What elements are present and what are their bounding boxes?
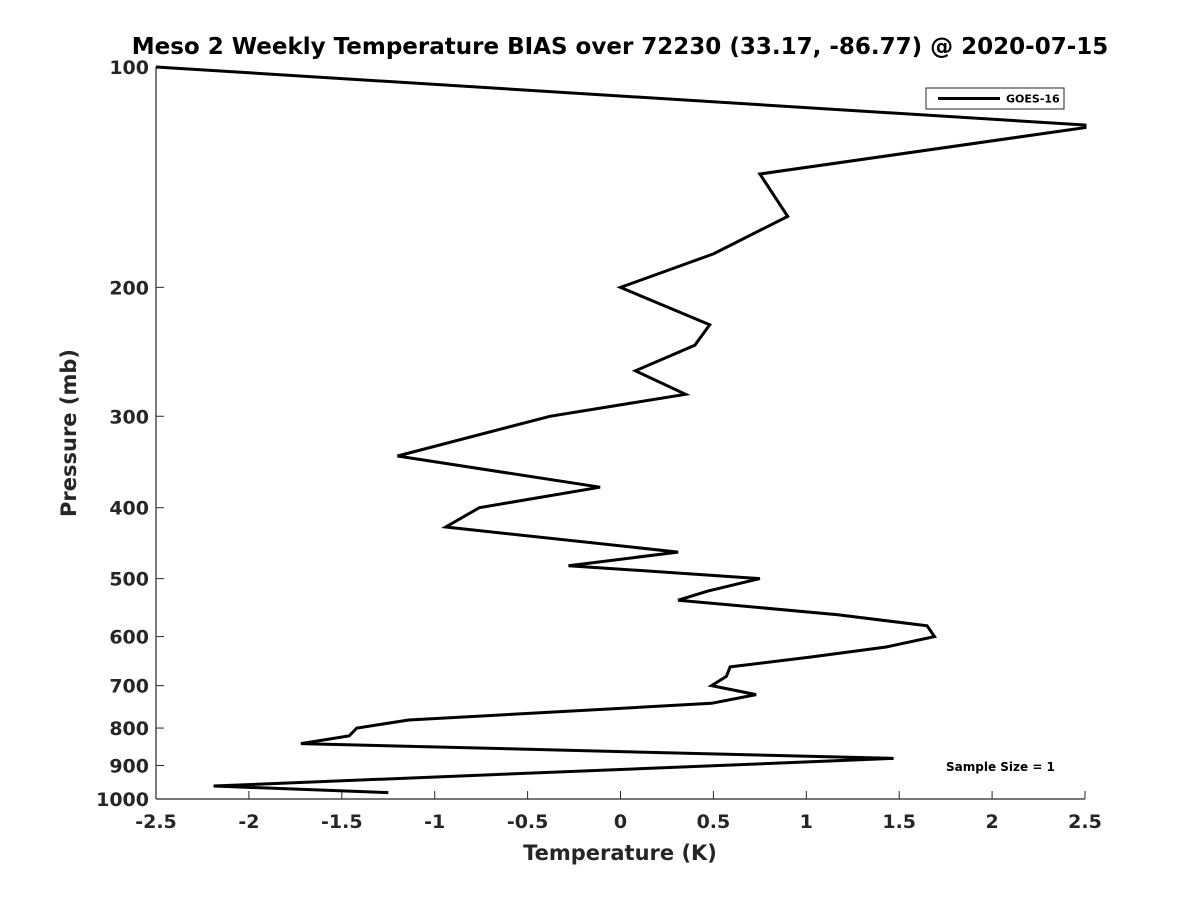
legend: GOES-16 — [925, 87, 1065, 110]
x-tick-label: 0 — [614, 811, 627, 833]
x-tick-label: -2 — [238, 811, 259, 833]
y-tick-label: 200 — [109, 277, 149, 299]
y-tick-label: 500 — [109, 569, 149, 591]
y-tick-label: 800 — [109, 718, 149, 740]
x-tick-label: 1.5 — [882, 811, 916, 833]
plot-area — [155, 67, 1085, 800]
sample-size-annotation: Sample Size = 1 — [946, 760, 1055, 774]
y-tick-label: 700 — [109, 676, 149, 698]
y-axis-label: Pressure (mb) — [57, 349, 81, 517]
x-ticks: -2.5 -2 -1.5 -1 -0.5 0 0.5 1 1.5 2 2.5 — [135, 791, 1102, 833]
y-tick-label: 1000 — [96, 789, 149, 811]
x-tick-label: -2.5 — [135, 811, 177, 833]
x-axis-label: Temperature (K) — [523, 841, 717, 865]
chart-title: Meso 2 Weekly Temperature BIAS over 7223… — [132, 34, 1109, 60]
x-tick-label: 2 — [985, 811, 998, 833]
x-tick-label: 2.5 — [1068, 811, 1102, 833]
y-tick-label: 900 — [109, 756, 149, 778]
y-tick-label: 400 — [109, 498, 149, 520]
y-tick-label: 100 — [109, 57, 149, 79]
x-tick-label: -1.5 — [321, 811, 363, 833]
series-layer — [155, 65, 1087, 795]
x-tick-label: 0.5 — [697, 811, 731, 833]
y-tick-label: 300 — [109, 406, 149, 428]
y-ticks: 100 200 300 400 500 600 700 800 900 1000 — [96, 57, 164, 811]
x-tick-label: -1 — [424, 811, 445, 833]
x-tick-label: 1 — [800, 811, 813, 833]
legend-label-goes-16: GOES-16 — [1006, 93, 1060, 106]
y-tick-label: 600 — [109, 627, 149, 649]
x-tick-label: -0.5 — [507, 811, 549, 833]
series-line-goes-16 — [155, 65, 1087, 795]
